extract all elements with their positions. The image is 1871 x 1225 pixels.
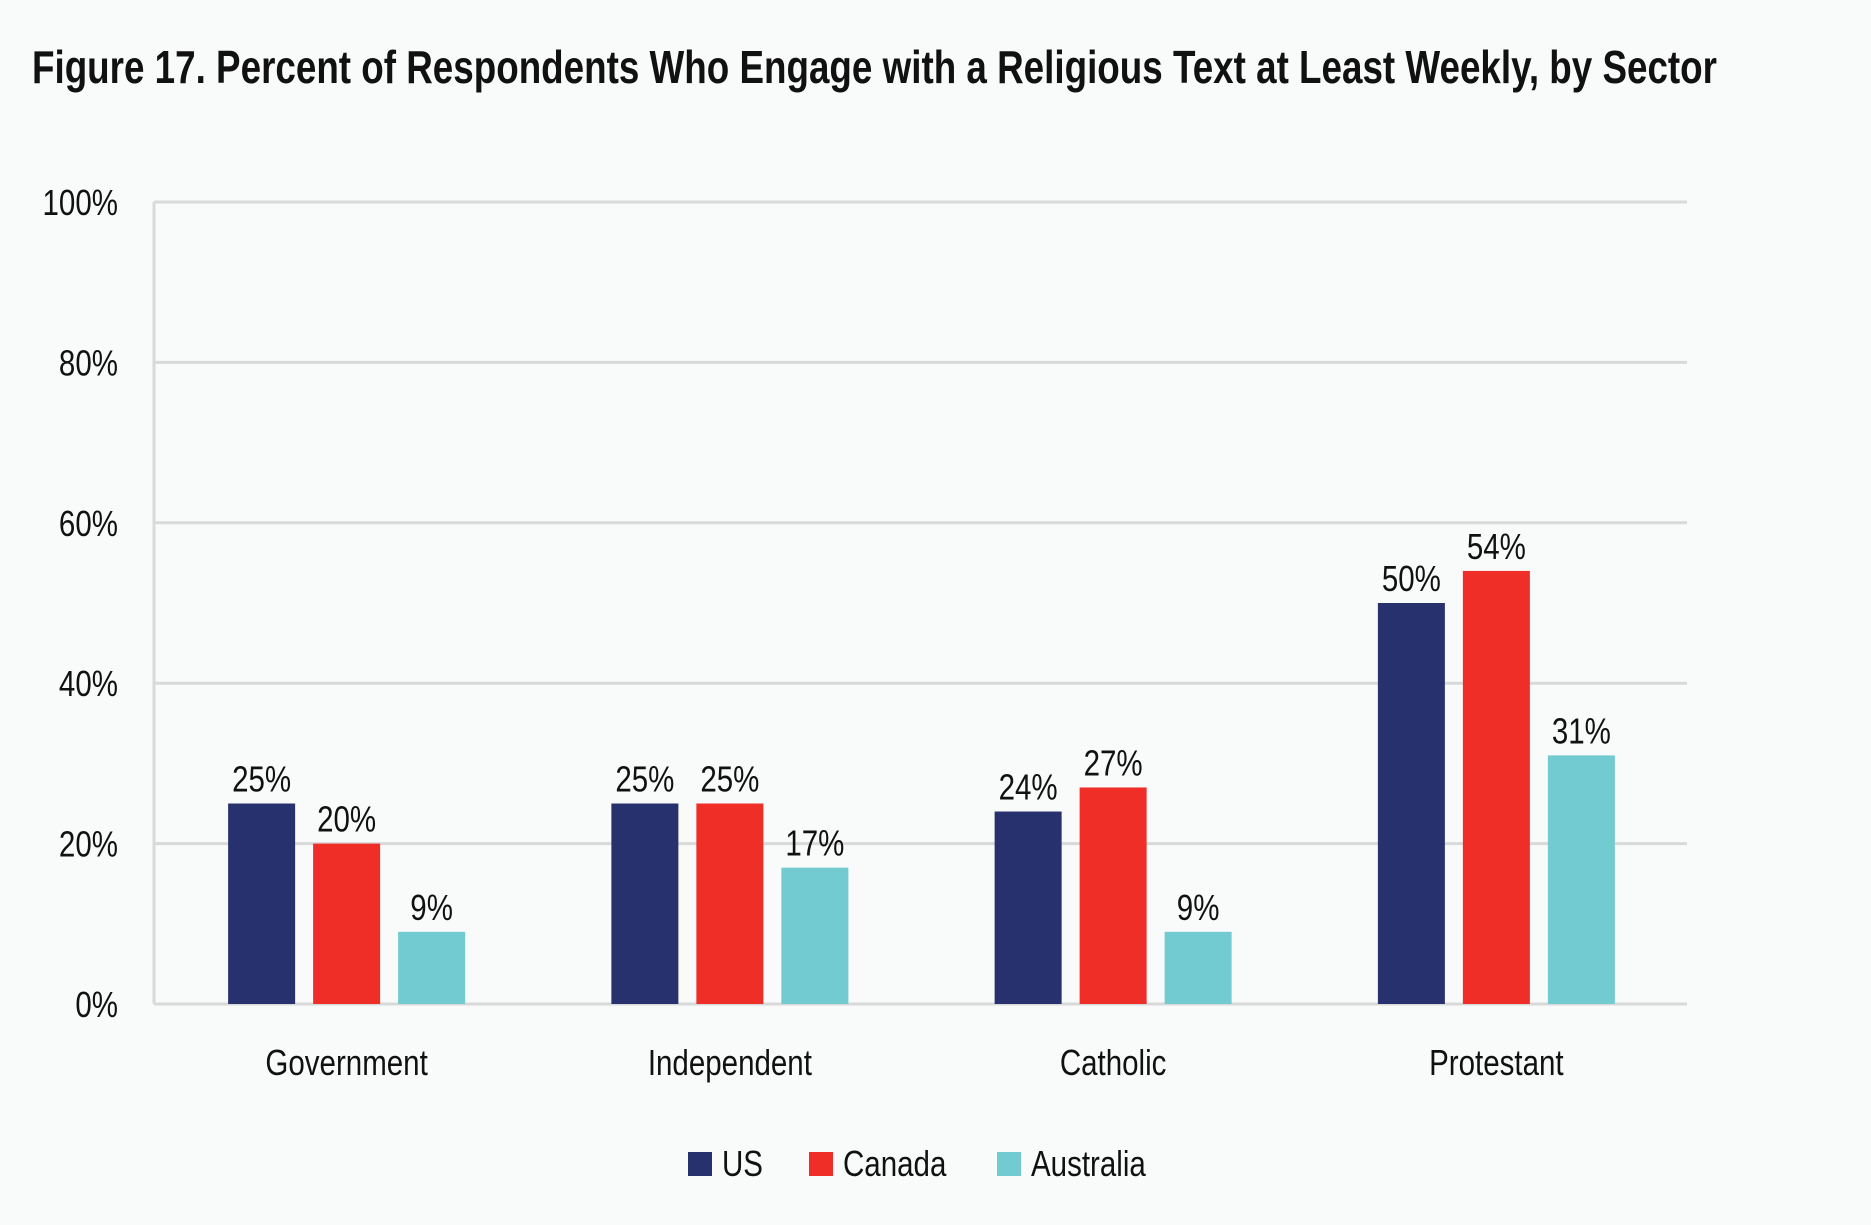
bar-canada-independent bbox=[696, 803, 764, 1004]
legend-swatch-australia bbox=[997, 1152, 1021, 1176]
bar-us-protestant bbox=[1377, 603, 1445, 1004]
bar-us-independent bbox=[611, 803, 679, 1004]
category-label: Catholic bbox=[1060, 1042, 1167, 1082]
bar-us-government bbox=[228, 803, 296, 1004]
y-tick-label: 40% bbox=[59, 663, 118, 703]
data-label: 31% bbox=[1552, 711, 1611, 751]
data-label: 9% bbox=[1177, 887, 1220, 927]
bar-australia-independent bbox=[781, 867, 849, 1004]
bar-australia-catholic bbox=[1164, 931, 1232, 1004]
gridlines bbox=[152, 200, 1687, 1006]
y-tick-label: 60% bbox=[59, 503, 118, 543]
bar-canada-catholic bbox=[1079, 787, 1147, 1004]
chart-title: Figure 17. Percent of Respondents Who En… bbox=[32, 41, 1717, 93]
data-label: 25% bbox=[700, 759, 759, 799]
data-label: 25% bbox=[232, 759, 291, 799]
category-label: Independent bbox=[648, 1042, 812, 1082]
bar-canada-protestant bbox=[1462, 570, 1530, 1004]
category-labels: Government Independent Catholic Protestant bbox=[265, 1042, 1563, 1082]
y-tick-label: 80% bbox=[59, 343, 118, 383]
data-label: 24% bbox=[999, 767, 1058, 807]
data-label: 20% bbox=[317, 799, 376, 839]
legend-label-australia: Australia bbox=[1031, 1143, 1146, 1183]
bar-australia-government bbox=[398, 931, 466, 1004]
category-label: Protestant bbox=[1429, 1042, 1564, 1082]
legend-swatch-canada bbox=[809, 1152, 833, 1176]
bar-australia-protestant bbox=[1547, 755, 1615, 1004]
y-tick-label: 0% bbox=[75, 984, 118, 1024]
y-axis-ticks: 0% 20% 40% 60% 80% 100% bbox=[43, 182, 118, 1024]
bars bbox=[228, 570, 1615, 1004]
category-label: Government bbox=[265, 1042, 427, 1082]
y-tick-label: 100% bbox=[43, 182, 118, 222]
legend-label-canada: Canada bbox=[843, 1143, 947, 1183]
bar-us-catholic bbox=[994, 811, 1062, 1004]
legend-label-us: US bbox=[722, 1143, 763, 1183]
data-label: 17% bbox=[785, 823, 844, 863]
legend-swatch-us bbox=[688, 1152, 712, 1176]
bar-canada-government bbox=[313, 843, 381, 1004]
data-label: 25% bbox=[615, 759, 674, 799]
y-tick-label: 20% bbox=[59, 824, 118, 864]
data-label: 54% bbox=[1467, 526, 1526, 566]
data-label: 50% bbox=[1382, 558, 1441, 598]
data-label: 9% bbox=[410, 887, 453, 927]
data-labels: 25% 20% 9% 25% 25% 17% 24% 27% 9% 50% 54% 31% bbox=[232, 526, 1611, 927]
data-label: 27% bbox=[1084, 743, 1143, 783]
legend: US Canada Australia bbox=[688, 1143, 1146, 1184]
